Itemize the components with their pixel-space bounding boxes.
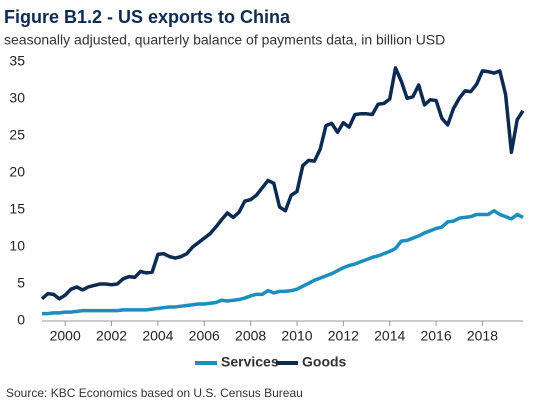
x-tick-label: 2004	[142, 328, 173, 344]
x-tick-label: 2002	[96, 328, 127, 344]
y-tick-label: 5	[17, 275, 25, 291]
y-tick-label: 35	[9, 53, 25, 69]
chart-subtitle: seasonally adjusted, quarterly balance o…	[4, 32, 445, 48]
y-tick-label: 25	[9, 127, 25, 143]
line-series	[40, 66, 525, 301]
x-tick-label: 2000	[50, 328, 81, 344]
legend-label: Services	[221, 354, 279, 370]
chart-title: Figure B1.2 - US exports to China	[4, 7, 291, 27]
x-tick-label: 2014	[374, 328, 405, 344]
x-tick-label: 2016	[420, 328, 451, 344]
source-note: Source: KBC Economics based on U.S. Cens…	[6, 386, 303, 400]
x-tick-label: 2008	[235, 328, 266, 344]
legend-label: Goods	[302, 354, 347, 370]
y-tick-label: 0	[17, 312, 25, 328]
y-tick-label: 15	[9, 201, 25, 217]
x-tick-label: 2006	[189, 328, 220, 344]
x-tick-label: 2010	[281, 328, 312, 344]
y-tick-label: 30	[9, 90, 25, 106]
line-series	[42, 208, 524, 316]
x-tick-label: 2012	[328, 328, 359, 344]
y-tick-label: 10	[9, 238, 25, 254]
y-tick-label: 20	[9, 164, 25, 180]
x-tick-label: 2018	[467, 328, 498, 344]
